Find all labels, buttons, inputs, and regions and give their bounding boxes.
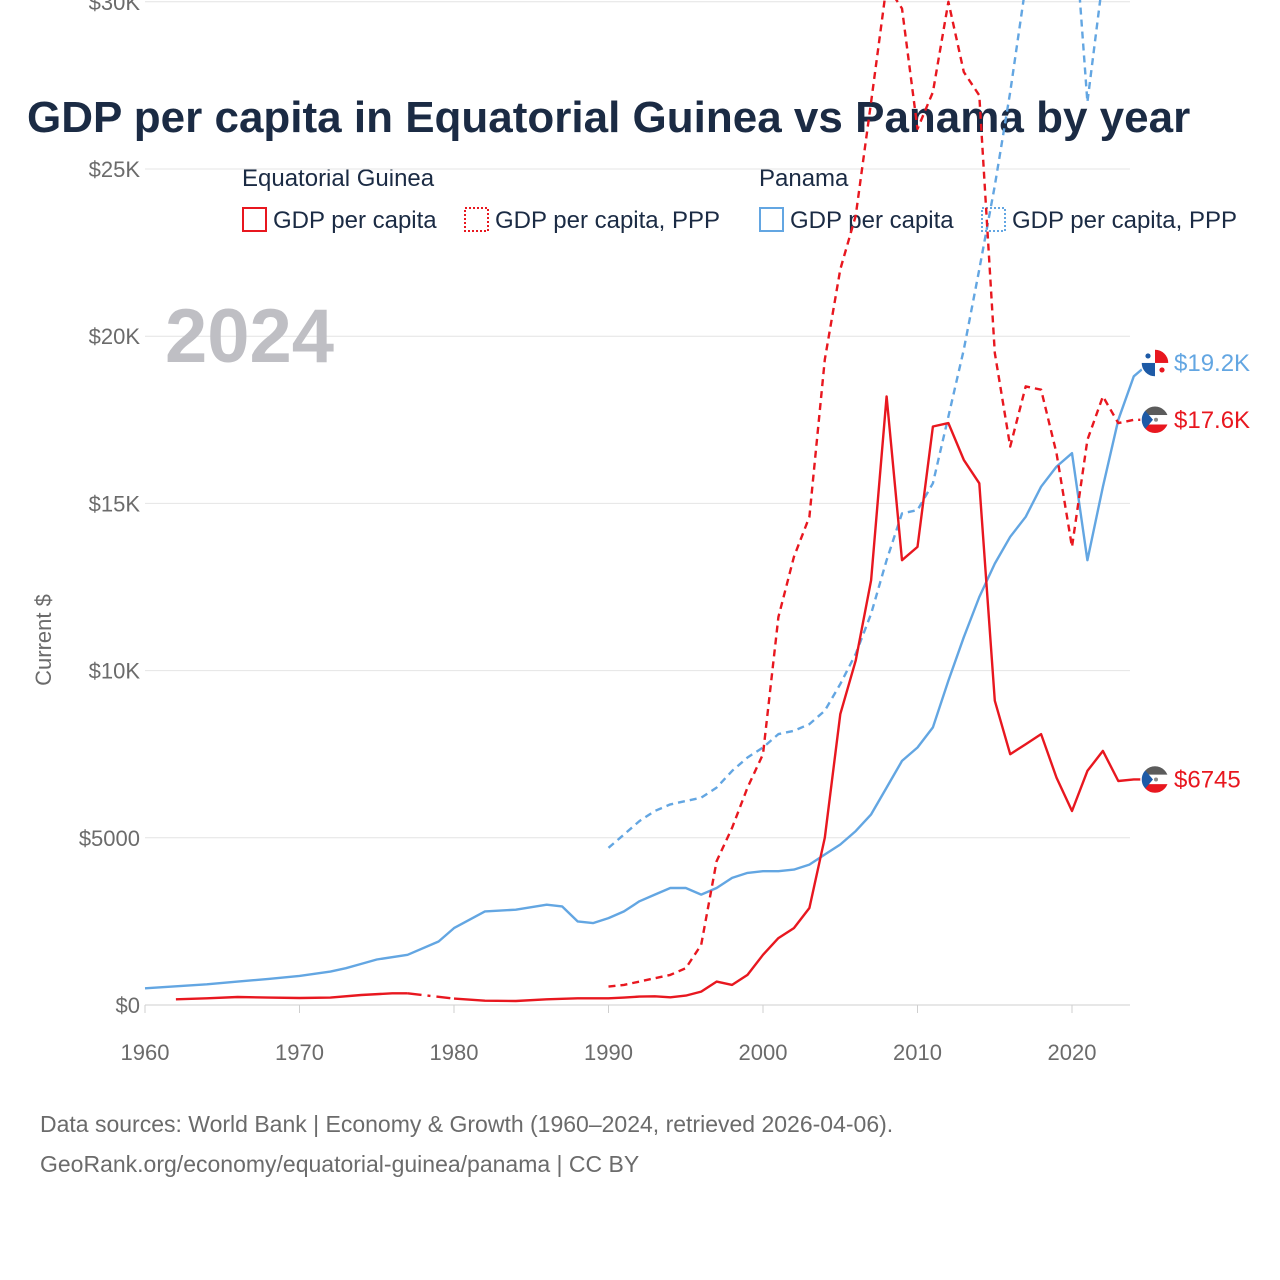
x-tick-label: 2000	[739, 1040, 788, 1065]
legend-swatch-pa-gdp-ppp	[981, 207, 1006, 232]
equatorial-guinea-flag-icon	[1141, 765, 1169, 794]
end-markers: $41.4K$19.2K$17.6K$6745	[1140, 348, 1250, 795]
y-tick-label: $25K	[89, 157, 141, 182]
footer-source: Data sources: World Bank | Economy & Gro…	[40, 1111, 893, 1137]
legend-label-pa-gdp: GDP per capita	[790, 207, 954, 234]
y-tick-label: $30K	[89, 0, 141, 15]
equatorial-guinea-gdp-per-capita-line-2	[453, 395, 1150, 1003]
legend: Equatorial Guinea GDP per capita GDP per…	[242, 165, 1237, 234]
x-tick-label: 1990	[584, 1040, 633, 1065]
panama-gdp-per-capita-ppp-line	[607, 0, 1102, 849]
y-tick-label: $0	[116, 993, 140, 1018]
equatorial-guinea-flag-icon	[1141, 405, 1169, 434]
legend-label-eg-gdp-ppp: GDP per capita, PPP	[495, 207, 720, 234]
end-marker-equatorial-guinea: $6745	[1140, 764, 1241, 795]
x-tick-label: 2020	[1048, 1040, 1097, 1065]
y-tick-label: $5000	[79, 826, 140, 851]
legend-swatch-pa-gdp	[759, 207, 784, 232]
panama-gdp-per-capita-line	[144, 362, 1151, 990]
x-tick-label: 1960	[121, 1040, 170, 1065]
equatorial-guinea-gdp-per-capita-line	[175, 992, 408, 1001]
equatorial-guinea-gdp-per-capita-ppp-line	[608, 0, 1150, 988]
y-tick-label: $20K	[89, 324, 141, 349]
x-tick-label: 1980	[430, 1040, 479, 1065]
y-tick-label: $10K	[89, 659, 141, 684]
year-overlay: 2024	[165, 294, 334, 379]
footer-url[interactable]: GeoRank.org/economy/equatorial-guinea/pa…	[40, 1151, 639, 1177]
x-tick-label: 1970	[275, 1040, 324, 1065]
legend-label-pa-gdp-ppp: GDP per capita, PPP	[1012, 207, 1237, 234]
legend-swatch-eg-gdp-ppp	[464, 207, 489, 232]
end-marker-panama: $19.2K	[1140, 348, 1250, 378]
end-value-label: $6745	[1174, 766, 1241, 793]
y-axis-label: Current $	[31, 594, 56, 686]
equatorial-guinea-gdp-per-capita-gap-line	[407, 992, 455, 1000]
chart-title: GDP per capita in Equatorial Guinea vs P…	[27, 93, 1190, 142]
legend-swatch-eg-gdp	[242, 207, 267, 232]
x-tick-label: 2010	[893, 1040, 942, 1065]
series-lines	[144, 0, 1151, 1003]
x-axis-ticks: 1960 1970 1980 1990 2000 2010 2020	[121, 1005, 1097, 1065]
end-value-label: $19.2K	[1174, 350, 1250, 377]
y-tick-label: $15K	[89, 491, 141, 516]
end-value-label: $17.6K	[1174, 407, 1250, 434]
end-marker-equatorial-guinea: $17.6K	[1140, 405, 1250, 435]
legend-label-eg-gdp: GDP per capita	[273, 207, 437, 234]
gridlines	[145, 1, 1130, 1006]
y-axis-ticks: $0$5000$10K$15K$20K$25K$30K$35K$40K	[79, 0, 141, 1018]
